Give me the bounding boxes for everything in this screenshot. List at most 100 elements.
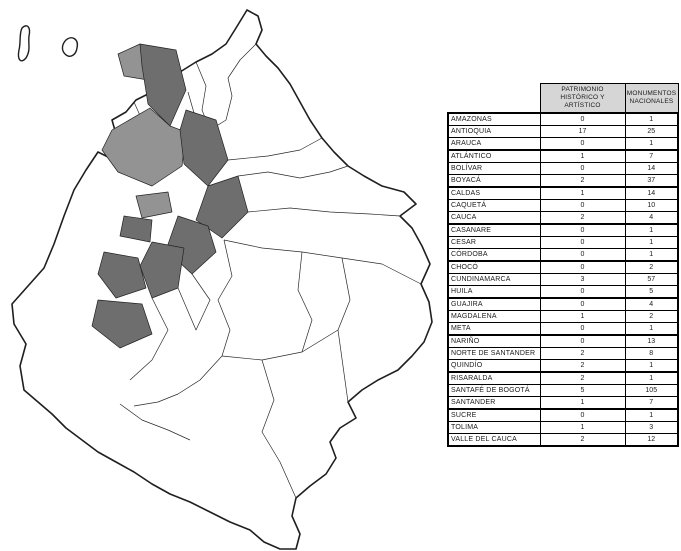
colombia-map: [11, 9, 433, 550]
monumentos-value-cell: 1: [624, 322, 679, 337]
table-row: ATLÁNTICO 1 7: [447, 149, 679, 164]
monumentos-value-cell: 1: [624, 223, 679, 238]
department-name-cell: MAGDALENA: [447, 310, 541, 324]
monumentos-value-cell: 7: [624, 149, 679, 164]
region-cauca: [91, 299, 153, 349]
patrimonio-value-cell: 1: [539, 310, 626, 324]
department-name-cell: HUILA: [447, 285, 541, 300]
patrimonio-value-cell: 2: [539, 347, 626, 361]
patrimonio-value-cell: 0: [539, 297, 626, 312]
patrimonio-value-cell: 17: [539, 125, 626, 139]
monumentos-value-cell: 14: [624, 162, 679, 176]
shaded-departments: [91, 43, 249, 349]
patrimonio-value-cell: 1: [539, 421, 626, 435]
region-tolima: [139, 241, 185, 299]
table-row: CHOCÓ 0 2: [447, 260, 679, 275]
monumentos-value-cell: 105: [624, 384, 679, 398]
header-blank-cell: [448, 84, 540, 114]
table-row: CÓRDOBA 0 1: [447, 248, 679, 263]
table-row: TOLIMA 1 3: [447, 421, 679, 435]
table-row: AMAZONAS 0 1: [447, 112, 679, 127]
department-name-cell: CALDAS: [447, 186, 541, 201]
monumentos-value-cell: 4: [624, 211, 679, 226]
patrimonio-value-cell: 0: [539, 334, 626, 349]
patrimonio-value-cell: 0: [539, 112, 626, 127]
patrimonio-value-cell: 0: [539, 162, 626, 176]
monuments-table: PATRIMONIO HISTÓRICO Y ARTÍSTICO MONUMEN…: [447, 83, 679, 448]
region-antioquia: [101, 107, 187, 187]
monumentos-value-cell: 5: [624, 285, 679, 300]
region-caldas: [135, 191, 173, 219]
table-row: SANTANDER 1 7: [447, 396, 679, 411]
monumentos-value-cell: 14: [624, 186, 679, 201]
monumentos-value-cell: 1: [624, 112, 679, 127]
monumentos-value-cell: 1: [624, 371, 679, 386]
patrimonio-value-cell: 1: [539, 186, 626, 201]
department-name-cell: ARAUCA: [447, 137, 541, 152]
table-row: CASANARE 0 1: [447, 223, 679, 238]
patrimonio-value-cell: 0: [539, 322, 626, 337]
department-name-cell: CESAR: [447, 236, 541, 250]
table-row: NARIÑO 0 13: [447, 334, 679, 349]
patrimonio-value-cell: 0: [539, 260, 626, 275]
table-row: VALLE DEL CAUCA 2 12: [447, 433, 679, 448]
monumentos-value-cell: 12: [624, 433, 679, 448]
monumentos-value-cell: 37: [624, 174, 679, 189]
department-name-cell: META: [447, 322, 541, 337]
department-name-cell: ANTIOQUIA: [447, 125, 541, 139]
monumentos-value-cell: 13: [624, 334, 679, 349]
table-header-row: PATRIMONIO HISTÓRICO Y ARTÍSTICO MONUMEN…: [448, 83, 679, 114]
department-name-cell: ATLÁNTICO: [447, 149, 541, 164]
table-row: NORTE DE SANTANDER 2 8: [447, 347, 679, 361]
patrimonio-value-cell: 0: [539, 285, 626, 300]
patrimonio-value-cell: 1: [539, 396, 626, 411]
table-row: RISARALDA 2 1: [447, 371, 679, 386]
patrimonio-value-cell: 0: [539, 236, 626, 250]
department-name-cell: CASANARE: [447, 223, 541, 238]
region-valle-del-cauca: [97, 251, 147, 299]
monumentos-value-cell: 25: [624, 125, 679, 139]
table-row: CESAR 0 1: [447, 236, 679, 250]
monuments-table-container: PATRIMONIO HISTÓRICO Y ARTÍSTICO MONUMEN…: [447, 83, 679, 448]
monumentos-value-cell: 1: [624, 137, 679, 152]
department-name-cell: TOLIMA: [447, 421, 541, 435]
patrimonio-value-cell: 2: [539, 371, 626, 386]
monumentos-value-cell: 57: [624, 273, 679, 287]
table-row: META 0 1: [447, 322, 679, 337]
department-name-cell: QUINDÍO: [447, 359, 541, 374]
table-row: QUINDÍO 2 1: [447, 359, 679, 374]
table-row: CALDAS 1 14: [447, 186, 679, 201]
monumentos-value-cell: 10: [624, 199, 679, 213]
patrimonio-value-cell: 3: [539, 273, 626, 287]
department-name-cell: CUNDINAMARCA: [447, 273, 541, 287]
department-name-cell: BOYACÁ: [447, 174, 541, 189]
table-row: BOYACÁ 2 37: [447, 174, 679, 189]
table-row: GUAJIRA 0 4: [447, 297, 679, 312]
table-row: SANTAFÉ DE BOGOTÁ 5 105: [447, 384, 679, 398]
patrimonio-value-cell: 5: [539, 384, 626, 398]
monumentos-value-cell: 3: [624, 421, 679, 435]
monumentos-value-cell: 1: [624, 359, 679, 374]
table-row: SUCRE 0 1: [447, 408, 679, 423]
department-name-cell: CHOCÓ: [447, 260, 541, 275]
department-boundaries: [111, 43, 422, 499]
region-boyaca: [195, 175, 249, 239]
table-row: MAGDALENA 1 2: [447, 310, 679, 324]
table-row: CAQUETÁ 0 10: [447, 199, 679, 213]
department-name-cell: SANTANDER: [447, 396, 541, 411]
department-name-cell: BOLÍVAR: [447, 162, 541, 176]
department-name-cell: NARIÑO: [447, 334, 541, 349]
table-row: CAUCA 2 4: [447, 211, 679, 226]
table-row: HUILA 0 5: [447, 285, 679, 300]
patrimonio-value-cell: 2: [539, 211, 626, 226]
patrimonio-value-cell: 0: [539, 223, 626, 238]
island-san-andres: [17, 25, 31, 62]
table-row: CUNDINAMARCA 3 57: [447, 273, 679, 287]
monumentos-value-cell: 2: [624, 260, 679, 275]
patrimonio-value-cell: 2: [539, 359, 626, 374]
patrimonio-value-cell: 2: [539, 174, 626, 189]
patrimonio-value-cell: 0: [539, 137, 626, 152]
department-name-cell: GUAJIRA: [447, 297, 541, 312]
department-name-cell: VALLE DEL CAUCA: [447, 433, 541, 448]
